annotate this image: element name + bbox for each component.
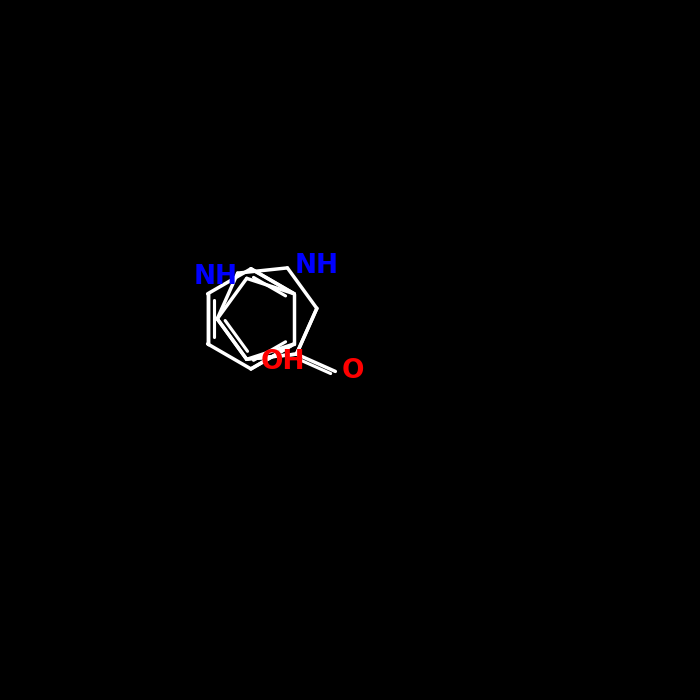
Text: NH: NH xyxy=(193,264,237,290)
Text: O: O xyxy=(342,358,364,384)
Text: NH: NH xyxy=(295,253,339,279)
Text: OH: OH xyxy=(260,349,304,375)
